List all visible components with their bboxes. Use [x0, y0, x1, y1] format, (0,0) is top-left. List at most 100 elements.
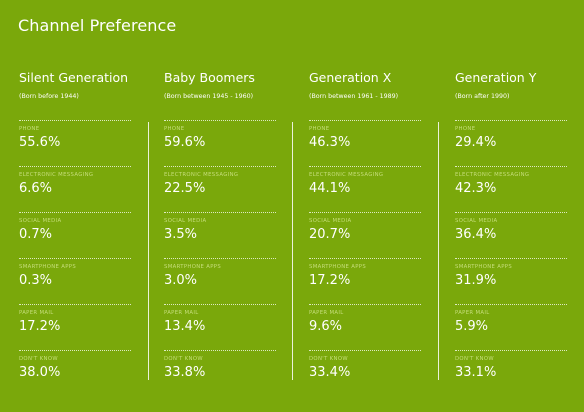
channel-percentage: 3.5% — [164, 227, 198, 242]
dotted-separator — [455, 212, 567, 213]
channel-percentage: 0.7% — [19, 227, 53, 242]
channel-row: PAPER MAIL 13.4% — [164, 304, 276, 350]
page-title: Channel Preference — [18, 16, 177, 35]
dotted-separator — [309, 166, 421, 167]
dotted-separator — [455, 304, 567, 305]
channel-label: PAPER MAIL — [164, 310, 199, 316]
channel-label: SOCIAL MEDIA — [455, 218, 498, 224]
channel-row: SMARTPHONE APPS 31.9% — [455, 258, 567, 304]
dotted-separator — [164, 166, 276, 167]
channel-label: PAPER MAIL — [309, 310, 344, 316]
generation-name: Baby Boomers — [164, 70, 255, 85]
channel-list: PHONE 29.4% ELECTRONIC MESSAGING 42.3% SOCIA… — [455, 120, 567, 396]
channel-percentage: 17.2% — [309, 273, 351, 288]
channel-label: SOCIAL MEDIA — [164, 218, 207, 224]
channel-percentage: 22.5% — [164, 181, 206, 196]
channel-label: PHONE — [164, 126, 185, 132]
channel-label: SMARTPHONE APPS — [19, 264, 77, 270]
generation-birth-range: (Born between 1961 - 1989) — [309, 93, 399, 100]
channel-row: ELECTRONIC MESSAGING 6.6% — [19, 166, 131, 212]
channel-row: PHONE 55.6% — [19, 120, 131, 166]
channel-row: ELECTRONIC MESSAGING 44.1% — [309, 166, 421, 212]
channel-label: ELECTRONIC MESSAGING — [19, 172, 94, 178]
channel-label: SOCIAL MEDIA — [309, 218, 352, 224]
channel-row: DON'T KNOW 33.1% — [455, 350, 567, 396]
channel-label: SMARTPHONE APPS — [309, 264, 367, 270]
channel-percentage: 5.9% — [455, 319, 489, 334]
channel-percentage: 31.9% — [455, 273, 497, 288]
dotted-separator — [164, 304, 276, 305]
channel-percentage: 17.2% — [19, 319, 61, 334]
dotted-separator — [19, 166, 131, 167]
channel-list: PHONE 55.6% ELECTRONIC MESSAGING 6.6% SOCIAL… — [19, 120, 131, 396]
channel-percentage: 42.3% — [455, 181, 497, 196]
dotted-separator — [455, 258, 567, 259]
channel-percentage: 6.6% — [19, 181, 53, 196]
channel-row: PHONE 29.4% — [455, 120, 567, 166]
dotted-separator — [455, 120, 567, 121]
dotted-separator — [309, 212, 421, 213]
generation-birth-range: (Born between 1945 - 1960) — [164, 93, 254, 100]
channel-percentage: 13.4% — [164, 319, 206, 334]
channel-label: PAPER MAIL — [19, 310, 54, 316]
column-divider — [438, 122, 439, 380]
channel-label: PHONE — [19, 126, 40, 132]
channel-label: DON'T KNOW — [309, 356, 348, 362]
channel-percentage: 9.6% — [309, 319, 343, 334]
dotted-separator — [309, 350, 421, 351]
channel-percentage: 46.3% — [309, 135, 351, 150]
dotted-separator — [164, 258, 276, 259]
channel-label: DON'T KNOW — [455, 356, 494, 362]
channel-percentage: 29.4% — [455, 135, 497, 150]
channel-row: PHONE 59.6% — [164, 120, 276, 166]
channel-row: SMARTPHONE APPS 17.2% — [309, 258, 421, 304]
dotted-separator — [164, 120, 276, 121]
dotted-separator — [455, 166, 567, 167]
channel-percentage: 20.7% — [309, 227, 351, 242]
dotted-separator — [19, 304, 131, 305]
channel-percentage: 33.8% — [164, 365, 206, 380]
channel-label: DON'T KNOW — [19, 356, 58, 362]
generation-name: Generation X — [309, 70, 392, 85]
channel-row: PAPER MAIL 9.6% — [309, 304, 421, 350]
channel-row: PHONE 46.3% — [309, 120, 421, 166]
channel-row: SMARTPHONE APPS 0.3% — [19, 258, 131, 304]
channel-label: SOCIAL MEDIA — [19, 218, 62, 224]
dotted-separator — [309, 258, 421, 259]
dotted-separator — [19, 258, 131, 259]
channel-row: DON'T KNOW 38.0% — [19, 350, 131, 396]
dotted-separator — [19, 350, 131, 351]
column-divider — [148, 122, 149, 380]
dotted-separator — [164, 212, 276, 213]
channel-row: ELECTRONIC MESSAGING 42.3% — [455, 166, 567, 212]
dotted-separator — [309, 120, 421, 121]
dotted-separator — [19, 212, 131, 213]
column-divider — [292, 122, 293, 380]
channel-label: SMARTPHONE APPS — [455, 264, 513, 270]
channel-percentage: 44.1% — [309, 181, 351, 196]
channel-percentage: 33.1% — [455, 365, 497, 380]
channel-percentage: 3.0% — [164, 273, 198, 288]
channel-label: PAPER MAIL — [455, 310, 490, 316]
channel-row: PAPER MAIL 17.2% — [19, 304, 131, 350]
channel-percentage: 0.3% — [19, 273, 53, 288]
channel-row: DON'T KNOW 33.4% — [309, 350, 421, 396]
channel-percentage: 36.4% — [455, 227, 497, 242]
channel-label: ELECTRONIC MESSAGING — [164, 172, 239, 178]
channel-row: PAPER MAIL 5.9% — [455, 304, 567, 350]
channel-label: SMARTPHONE APPS — [164, 264, 222, 270]
channel-label: ELECTRONIC MESSAGING — [455, 172, 530, 178]
channel-label: ELECTRONIC MESSAGING — [309, 172, 384, 178]
dotted-separator — [164, 350, 276, 351]
channel-percentage: 38.0% — [19, 365, 61, 380]
channel-list: PHONE 46.3% ELECTRONIC MESSAGING 44.1% SOCIA… — [309, 120, 421, 396]
channel-row: SOCIAL MEDIA 20.7% — [309, 212, 421, 258]
dotted-separator — [19, 120, 131, 121]
channel-list: PHONE 59.6% ELECTRONIC MESSAGING 22.5% SOCIA… — [164, 120, 276, 396]
channel-label: PHONE — [309, 126, 330, 132]
generation-name: Generation Y — [455, 70, 537, 85]
channel-row: SMARTPHONE APPS 3.0% — [164, 258, 276, 304]
channel-row: DON'T KNOW 33.8% — [164, 350, 276, 396]
channel-percentage: 33.4% — [309, 365, 351, 380]
channel-row: SOCIAL MEDIA 0.7% — [19, 212, 131, 258]
